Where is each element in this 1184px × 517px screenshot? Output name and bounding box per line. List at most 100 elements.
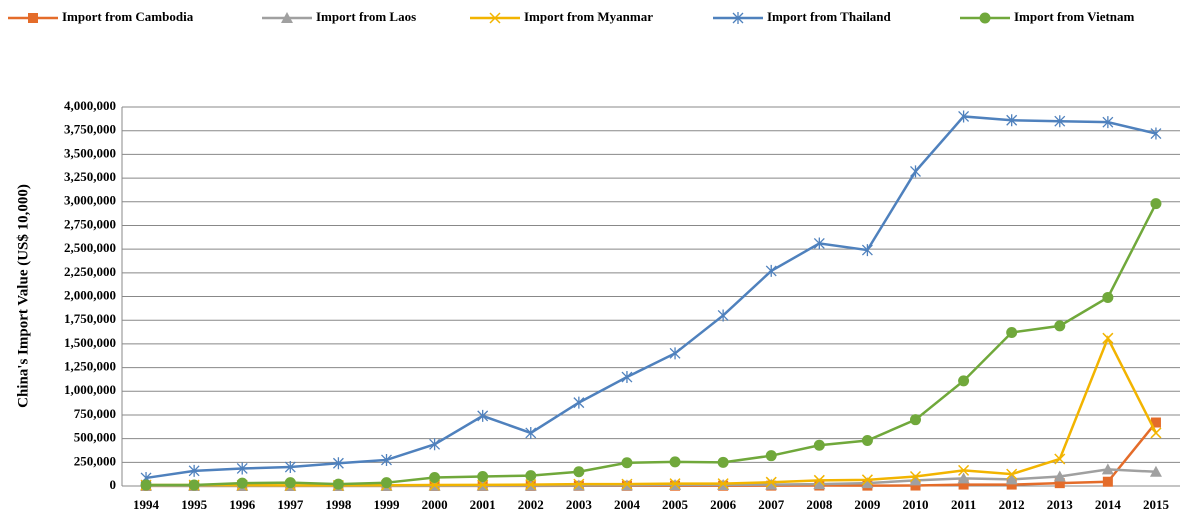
x-tick-label: 2015	[1143, 497, 1170, 512]
series-line	[146, 335, 1158, 487]
y-tick-label: 3,750,000	[64, 122, 116, 137]
data-point	[621, 371, 633, 384]
x-tick-label: 2011	[951, 497, 976, 512]
x-tick-label: 2001	[470, 497, 496, 512]
x-tick-label: 2005	[662, 497, 689, 512]
data-point	[813, 439, 825, 451]
data-point	[909, 474, 922, 486]
y-tick-label: 2,500,000	[64, 240, 116, 255]
legend-label: Import from Vietnam	[1014, 9, 1135, 24]
data-point	[861, 244, 873, 257]
x-tick-label: 2014	[1095, 497, 1122, 512]
data-point	[717, 456, 729, 468]
y-tick-label: 1,500,000	[64, 335, 116, 350]
y-tick-label: 2,250,000	[64, 264, 116, 279]
data-point	[910, 480, 921, 491]
y-tick-label: 500,000	[74, 430, 116, 445]
data-point	[1005, 473, 1018, 485]
legend-marker	[489, 12, 501, 24]
data-point	[1101, 463, 1114, 475]
data-point	[1053, 470, 1066, 482]
data-point	[573, 466, 585, 478]
data-point	[429, 438, 441, 451]
y-tick-label: 0	[110, 477, 117, 492]
x-tick-label: 2002	[518, 497, 544, 512]
data-point	[861, 435, 873, 447]
data-point	[621, 478, 633, 490]
data-point	[236, 462, 248, 475]
x-tick-label: 1997	[277, 497, 304, 512]
y-tick-label: 3,250,000	[64, 169, 116, 184]
data-point	[765, 478, 778, 490]
data-point	[861, 474, 873, 486]
x-tick-label: 2003	[566, 497, 593, 512]
legend-marker	[732, 12, 744, 24]
data-point	[958, 110, 970, 123]
x-tick-label: 1999	[374, 497, 401, 512]
data-point	[958, 479, 969, 490]
y-tick-label: 4,000,000	[64, 98, 116, 113]
x-tick-label: 2007	[758, 497, 785, 512]
data-point	[525, 426, 537, 439]
legend-marker	[979, 12, 991, 24]
data-point	[669, 347, 681, 360]
data-point	[958, 375, 970, 387]
data-point	[236, 477, 248, 489]
data-point	[477, 471, 489, 483]
x-tick-label: 2006	[710, 497, 737, 512]
data-point	[717, 478, 729, 490]
data-point	[381, 477, 392, 489]
data-point	[284, 461, 296, 474]
data-point	[1149, 465, 1162, 477]
x-tick-label: 2009	[854, 497, 881, 512]
y-axis-label: China's Import Value (US$ 10,000)	[15, 184, 31, 408]
data-point	[957, 472, 970, 484]
data-point	[1150, 417, 1161, 428]
series-line	[145, 115, 1157, 480]
data-point	[1150, 427, 1162, 439]
series-line	[146, 421, 1157, 488]
data-point	[477, 409, 489, 422]
data-point	[140, 479, 152, 491]
data-point	[1102, 332, 1114, 344]
data-point	[1054, 453, 1066, 465]
data-point	[717, 309, 729, 322]
data-point	[813, 237, 825, 250]
y-tick-label: 2,000,000	[64, 287, 116, 302]
data-point	[765, 264, 777, 277]
x-tick-label: 2010	[903, 497, 929, 512]
data-point	[1102, 476, 1113, 487]
data-point	[1006, 479, 1017, 490]
y-tick-label: 250,000	[74, 453, 116, 468]
y-tick-label: 750,000	[74, 406, 116, 421]
series-line	[146, 203, 1158, 487]
data-point	[573, 478, 585, 490]
legend-label: Import from Myanmar	[524, 9, 653, 24]
data-point	[813, 478, 826, 490]
data-point	[525, 470, 537, 482]
data-point	[1150, 127, 1162, 140]
data-point	[1006, 327, 1018, 339]
data-point	[477, 479, 489, 491]
data-point	[1150, 198, 1162, 210]
y-tick-label: 1,750,000	[64, 311, 116, 326]
x-tick-label: 1996	[229, 497, 256, 512]
legend-marker	[28, 13, 38, 23]
data-point	[1054, 320, 1066, 332]
data-point	[429, 471, 441, 483]
data-point	[573, 396, 585, 409]
legend-marker	[281, 12, 293, 23]
data-point	[861, 477, 874, 489]
x-tick-label: 2013	[1047, 497, 1074, 512]
data-point	[813, 474, 825, 486]
data-point	[910, 414, 921, 426]
data-point	[525, 479, 537, 491]
x-tick-label: 1998	[325, 497, 352, 512]
y-tick-label: 2,750,000	[64, 216, 116, 231]
x-tick-label: 2012	[999, 497, 1025, 512]
data-point	[909, 470, 922, 483]
data-point	[1006, 468, 1018, 480]
data-point	[332, 478, 344, 490]
y-tick-label: 3,000,000	[64, 193, 116, 208]
